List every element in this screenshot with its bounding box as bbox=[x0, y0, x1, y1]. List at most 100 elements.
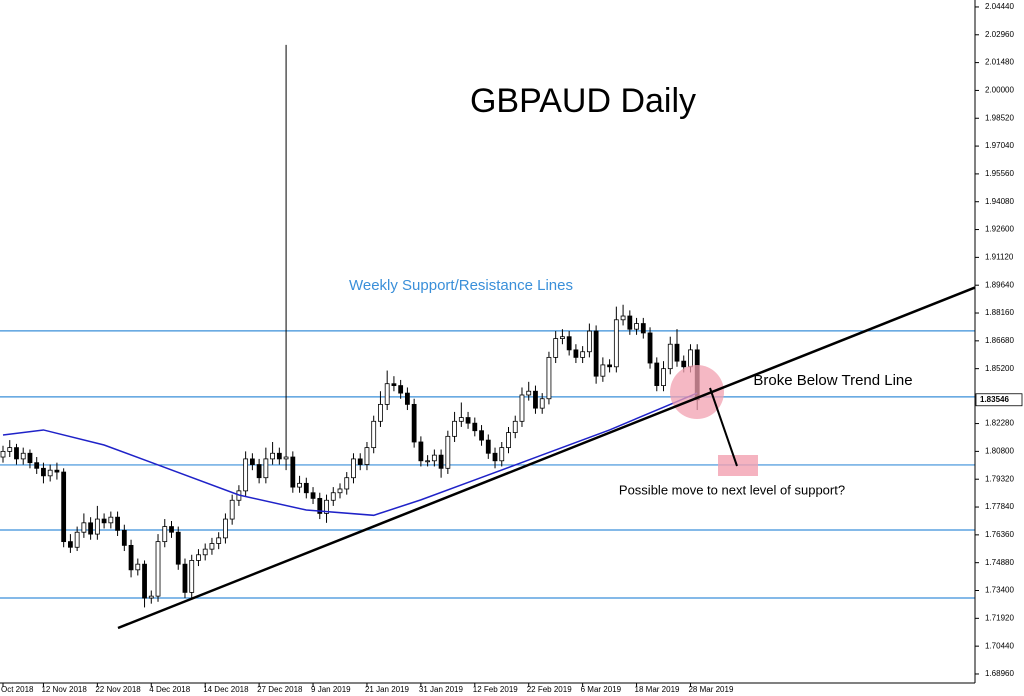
candle-body bbox=[337, 488, 343, 494]
candle-body bbox=[324, 499, 329, 514]
y-tick-label: 1.70440 bbox=[985, 641, 1014, 650]
candle-body bbox=[290, 456, 296, 488]
candle-body bbox=[519, 394, 525, 422]
price-label-box bbox=[975, 393, 1023, 407]
target-box bbox=[718, 455, 758, 476]
moving-average bbox=[2, 392, 698, 517]
candle-body bbox=[351, 458, 356, 479]
candle-body bbox=[620, 315, 626, 321]
candle-body bbox=[74, 531, 80, 548]
candle-body bbox=[560, 336, 565, 339]
candle-body bbox=[27, 452, 33, 464]
candle-body bbox=[357, 458, 363, 465]
x-tick-label: 14 Dec 2018 bbox=[203, 685, 249, 694]
candle-body bbox=[182, 563, 188, 593]
candle-body bbox=[613, 319, 619, 368]
candle-body bbox=[546, 356, 552, 400]
candle-body bbox=[142, 563, 147, 599]
x-tick-label: 18 Mar 2019 bbox=[635, 685, 680, 694]
candle-body bbox=[34, 462, 40, 469]
candle-body bbox=[553, 338, 559, 358]
y-tick-label: 2.04440 bbox=[985, 2, 1014, 11]
candle-body bbox=[458, 417, 464, 422]
candle-body bbox=[634, 323, 639, 330]
x-tick-label: 31 Jan 2019 bbox=[419, 685, 464, 694]
candle-body bbox=[81, 522, 87, 533]
candles-layer bbox=[0, 44, 700, 608]
candle-body bbox=[667, 343, 673, 370]
y-tick-label: 1.73400 bbox=[985, 586, 1014, 595]
y-tick-label: 2.01480 bbox=[985, 58, 1014, 67]
y-tick-label: 1.76360 bbox=[985, 530, 1014, 539]
candle-body bbox=[41, 467, 46, 477]
annotation: Possible move to next level of support? bbox=[619, 482, 845, 497]
candle-body bbox=[256, 464, 262, 479]
candle-body bbox=[108, 516, 114, 524]
candle-body bbox=[384, 383, 390, 405]
y-tick-label: 1.77840 bbox=[985, 502, 1014, 511]
candle-body bbox=[580, 351, 586, 358]
candle-body bbox=[499, 447, 505, 462]
candle-body bbox=[472, 422, 478, 432]
candle-body bbox=[479, 430, 484, 441]
candle-body bbox=[243, 458, 249, 492]
candle-body bbox=[593, 330, 599, 377]
candle-body bbox=[391, 383, 397, 386]
annotation-shapes bbox=[117, 286, 975, 630]
candle-body bbox=[425, 460, 431, 463]
candle-body bbox=[283, 456, 289, 460]
y-tick-label: 1.86680 bbox=[985, 336, 1014, 345]
annotation: Broke Below Trend Line bbox=[753, 372, 912, 389]
y-tick-label: 1.95560 bbox=[985, 169, 1014, 178]
annotation: Weekly Support/Resistance Lines bbox=[349, 277, 573, 294]
candle-body bbox=[539, 398, 545, 409]
candle-body bbox=[0, 450, 6, 458]
x-tick-label: 6 Mar 2019 bbox=[581, 685, 622, 694]
candle-body bbox=[452, 420, 457, 437]
candle-body bbox=[229, 499, 235, 520]
price-label: 1.83546 bbox=[980, 395, 1009, 404]
candle-body bbox=[674, 343, 680, 362]
x-tick-label: 9 Jan 2019 bbox=[311, 685, 351, 694]
candle-body bbox=[533, 390, 538, 409]
candle-body bbox=[418, 441, 424, 462]
candle-body bbox=[169, 526, 174, 533]
candle-body bbox=[101, 518, 107, 524]
candle-body bbox=[688, 349, 693, 368]
candle-body bbox=[202, 548, 208, 556]
candle-body bbox=[566, 336, 572, 351]
candle-body bbox=[485, 439, 491, 454]
candle-body bbox=[128, 544, 134, 571]
candle-body bbox=[344, 477, 350, 490]
y-tick-label: 1.92600 bbox=[985, 225, 1014, 234]
candle-body bbox=[115, 516, 120, 531]
candle-body bbox=[223, 518, 228, 539]
x-tick-label: 27 Dec 2018 bbox=[257, 685, 303, 694]
chart-title: GBPAUD Daily bbox=[470, 82, 696, 120]
x-tick-label: Oct 2018 bbox=[1, 685, 34, 694]
candle-body bbox=[209, 543, 215, 550]
candle-body bbox=[68, 541, 73, 548]
y-tick-label: 1.89640 bbox=[985, 280, 1014, 289]
candle-body bbox=[162, 526, 168, 543]
candle-body bbox=[155, 541, 161, 597]
x-tick-label: 22 Feb 2019 bbox=[527, 685, 572, 694]
y-tick-label: 1.74880 bbox=[985, 558, 1014, 567]
candle-body bbox=[661, 368, 666, 386]
y-tick-label: 1.68960 bbox=[985, 669, 1014, 678]
y-tick-label: 1.79320 bbox=[985, 474, 1014, 483]
candle-body bbox=[431, 454, 437, 462]
candle-body bbox=[681, 360, 687, 368]
candle-body bbox=[654, 362, 660, 386]
candle-body bbox=[189, 560, 195, 593]
candle-body bbox=[647, 332, 653, 364]
candle-body bbox=[196, 554, 201, 561]
x-tick-label: 28 Mar 2019 bbox=[688, 685, 733, 694]
y-tick-label: 1.91120 bbox=[985, 252, 1014, 261]
y-tick-label: 1.94080 bbox=[985, 197, 1014, 206]
candle-body bbox=[216, 537, 222, 544]
y-tick-label: 1.71920 bbox=[985, 613, 1014, 622]
candle-body bbox=[7, 447, 13, 452]
candle-body bbox=[411, 403, 417, 443]
